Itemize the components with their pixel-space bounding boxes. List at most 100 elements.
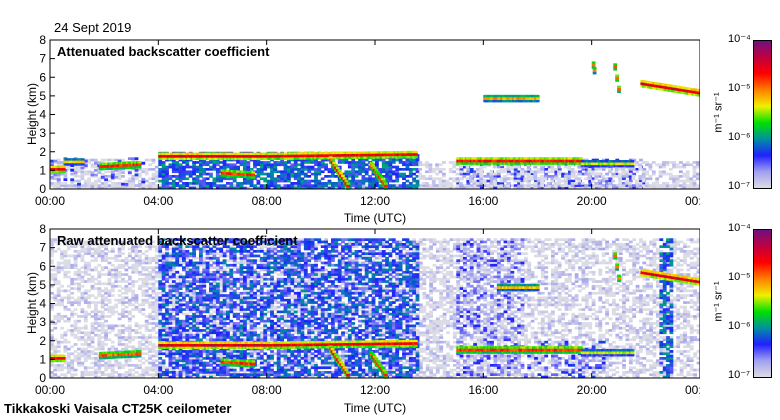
heatmap-cell <box>391 165 396 169</box>
heatmap-cell <box>144 319 149 323</box>
heatmap-cell <box>249 182 254 185</box>
heatmap-cell <box>80 315 85 318</box>
heatmap-cell <box>682 163 687 167</box>
heatmap-cell <box>412 179 416 183</box>
heatmap-cell <box>290 165 295 169</box>
heatmap-cell <box>94 282 98 286</box>
heatmap-cell <box>107 373 112 376</box>
heatmap-cell <box>144 326 149 330</box>
heatmap-cell <box>287 168 291 171</box>
heatmap-cells <box>50 238 700 379</box>
heatmap-cell <box>56 158 61 162</box>
heatmap-cell <box>134 296 139 300</box>
heatmap-cell <box>117 240 122 244</box>
heatmap-cell <box>195 170 200 174</box>
heatmap-cell <box>175 291 180 295</box>
heatmap-cell <box>578 184 582 187</box>
heatmap-cell <box>219 177 224 181</box>
heatmap-cell <box>50 333 54 337</box>
heatmap-cell <box>479 182 484 185</box>
heatmap-cell <box>63 254 68 258</box>
heatmap-cell <box>131 315 136 318</box>
heatmap-cell <box>114 266 119 269</box>
heatmap-cell <box>97 301 102 304</box>
heatmap-cell <box>533 184 538 187</box>
heatmap-cell <box>121 310 125 314</box>
heatmap-cell <box>307 161 312 164</box>
heatmap-cell <box>605 158 609 162</box>
heatmap-cell <box>682 182 687 185</box>
heatmap-cell <box>320 165 325 169</box>
heatmap-cell <box>73 175 78 178</box>
heatmap-cell <box>53 266 58 269</box>
heatmap-cell <box>141 361 146 365</box>
heatmap-cell <box>668 177 673 181</box>
heatmap-cell <box>679 161 683 164</box>
y-tick-label: 1 <box>39 163 46 177</box>
heatmap-cell <box>249 179 254 183</box>
heatmap-cell <box>131 296 136 300</box>
heatmap-cell <box>246 186 251 190</box>
heatmap-cell <box>368 179 372 183</box>
heatmap-cell <box>80 277 85 281</box>
heatmap-cell <box>90 268 95 272</box>
heatmap-cell <box>553 182 558 185</box>
heatmap-cell <box>131 294 136 297</box>
heatmap-cell <box>77 268 81 272</box>
heatmap-cell <box>117 338 122 342</box>
heatmap-cell <box>83 172 88 176</box>
heatmap-cell <box>165 184 169 187</box>
heatmap-cell <box>141 259 146 262</box>
heatmap-cell <box>144 352 149 356</box>
heatmap-cell <box>607 170 612 174</box>
heatmap-cell <box>182 333 186 337</box>
heatmap-cell <box>307 184 312 187</box>
heatmap-cell <box>361 170 366 174</box>
heatmap-cell <box>540 175 544 178</box>
heatmap-cell <box>134 158 139 162</box>
heatmap-cell <box>141 277 146 281</box>
cloud-layer-cell <box>329 156 333 160</box>
heatmap-cell <box>100 289 105 293</box>
heatmap-cell <box>70 296 75 300</box>
heatmap-cell <box>655 184 660 187</box>
heatmap-cell <box>53 175 58 178</box>
heatmap-cell <box>104 256 108 260</box>
heatmap-cell <box>70 345 75 349</box>
heatmap-cell <box>513 165 517 169</box>
heatmap-cell <box>141 186 146 190</box>
heatmap-cell <box>141 373 146 376</box>
heatmap-cell <box>561 172 565 176</box>
heatmap-cell <box>530 172 535 176</box>
heatmap-cell <box>476 179 481 183</box>
heatmap-cell <box>171 179 176 183</box>
heatmap-cell <box>517 170 521 174</box>
heatmap-cell <box>297 182 301 185</box>
cloud-layer-cell <box>379 175 384 179</box>
cloud-layer-cell <box>613 67 618 71</box>
heatmap-cell <box>66 298 71 302</box>
heatmap-cell <box>100 172 105 176</box>
heatmap-cell <box>209 186 213 190</box>
heatmap-cell <box>685 163 690 167</box>
heatmap-cell <box>141 240 146 244</box>
heatmap-cell <box>273 161 278 164</box>
heatmap-cell <box>182 331 186 335</box>
heatmap-cell <box>431 170 436 174</box>
heatmap-cell <box>486 186 490 190</box>
heatmap-cell <box>212 182 217 185</box>
heatmap-cell <box>117 184 122 187</box>
heatmap-cell <box>371 177 376 181</box>
heatmap-cell <box>516 165 521 169</box>
heatmap-cell <box>263 163 268 167</box>
heatmap-cell <box>90 322 95 325</box>
heatmap-cell <box>158 252 163 255</box>
heatmap-cell <box>77 254 81 258</box>
heatmap-cell <box>50 284 54 288</box>
heatmap-cell <box>445 182 450 185</box>
heatmap-cell <box>171 298 176 302</box>
heatmap-cell <box>141 303 146 307</box>
heatmap-cell <box>331 186 335 190</box>
heatmap-cell <box>104 186 108 190</box>
heatmap-cell <box>138 343 142 346</box>
